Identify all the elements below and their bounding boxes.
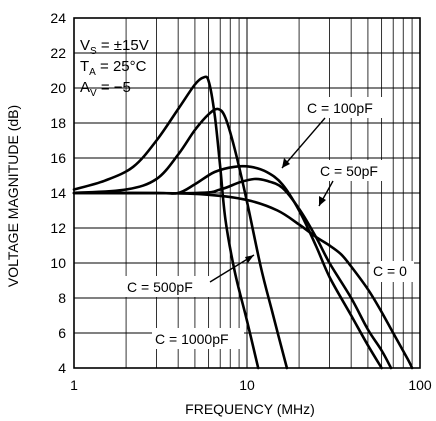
y-tick-label: 12 <box>50 220 66 236</box>
y-tick-label: 6 <box>58 325 66 341</box>
label-c-100pf: C = 100pF <box>307 100 373 116</box>
x-axis-label: FREQUENCY (MHz) <box>185 401 315 417</box>
label-c-50pf: C = 50pF <box>320 163 378 179</box>
curves <box>72 75 414 370</box>
condition-av: AV = −5 <box>80 79 131 99</box>
arrowhead-c-500pf <box>245 255 254 263</box>
label-c-500pf: C = 500pF <box>127 279 193 295</box>
y-tick-label: 4 <box>58 360 66 376</box>
label-c-0: C = 0 <box>373 263 407 279</box>
condition-vs: VS = ±15V <box>80 37 149 57</box>
y-tick-label: 16 <box>50 150 66 166</box>
tick-labels: 4 6 8 10 12 14 16 18 20 22 24 1 10 100 <box>50 10 431 393</box>
y-tick-label: 20 <box>50 80 66 96</box>
curve-c-500pf <box>72 107 289 370</box>
x-tick-label: 100 <box>408 377 432 393</box>
y-tick-label: 24 <box>50 10 66 26</box>
label-c-1000pf: C = 1000pF <box>155 331 229 347</box>
curve-c-0 <box>72 191 414 370</box>
test-conditions: VS = ±15V TA = 25°C AV = −5 <box>80 37 149 99</box>
y-tick-label: 10 <box>50 255 66 271</box>
arrow-c-100pf <box>281 117 326 169</box>
y-axis-label: VOLTAGE MAGNITUDE (dB) <box>5 105 21 287</box>
y-tick-label: 18 <box>50 115 66 131</box>
x-tick-label: 10 <box>239 377 255 393</box>
x-tick-label: 1 <box>70 377 78 393</box>
y-tick-label: 14 <box>50 185 66 201</box>
arrowhead-c-50pf <box>319 196 326 206</box>
y-tick-label: 8 <box>58 290 66 306</box>
annotations: C = 100pF C = 50pF C = 0 C = 500pF C = 1… <box>124 97 414 349</box>
y-tick-label: 22 <box>50 45 66 61</box>
curve-c-50pf <box>72 177 393 370</box>
condition-ta: TA = 25°C <box>80 58 147 78</box>
arrowhead-c-100pf <box>282 158 290 168</box>
